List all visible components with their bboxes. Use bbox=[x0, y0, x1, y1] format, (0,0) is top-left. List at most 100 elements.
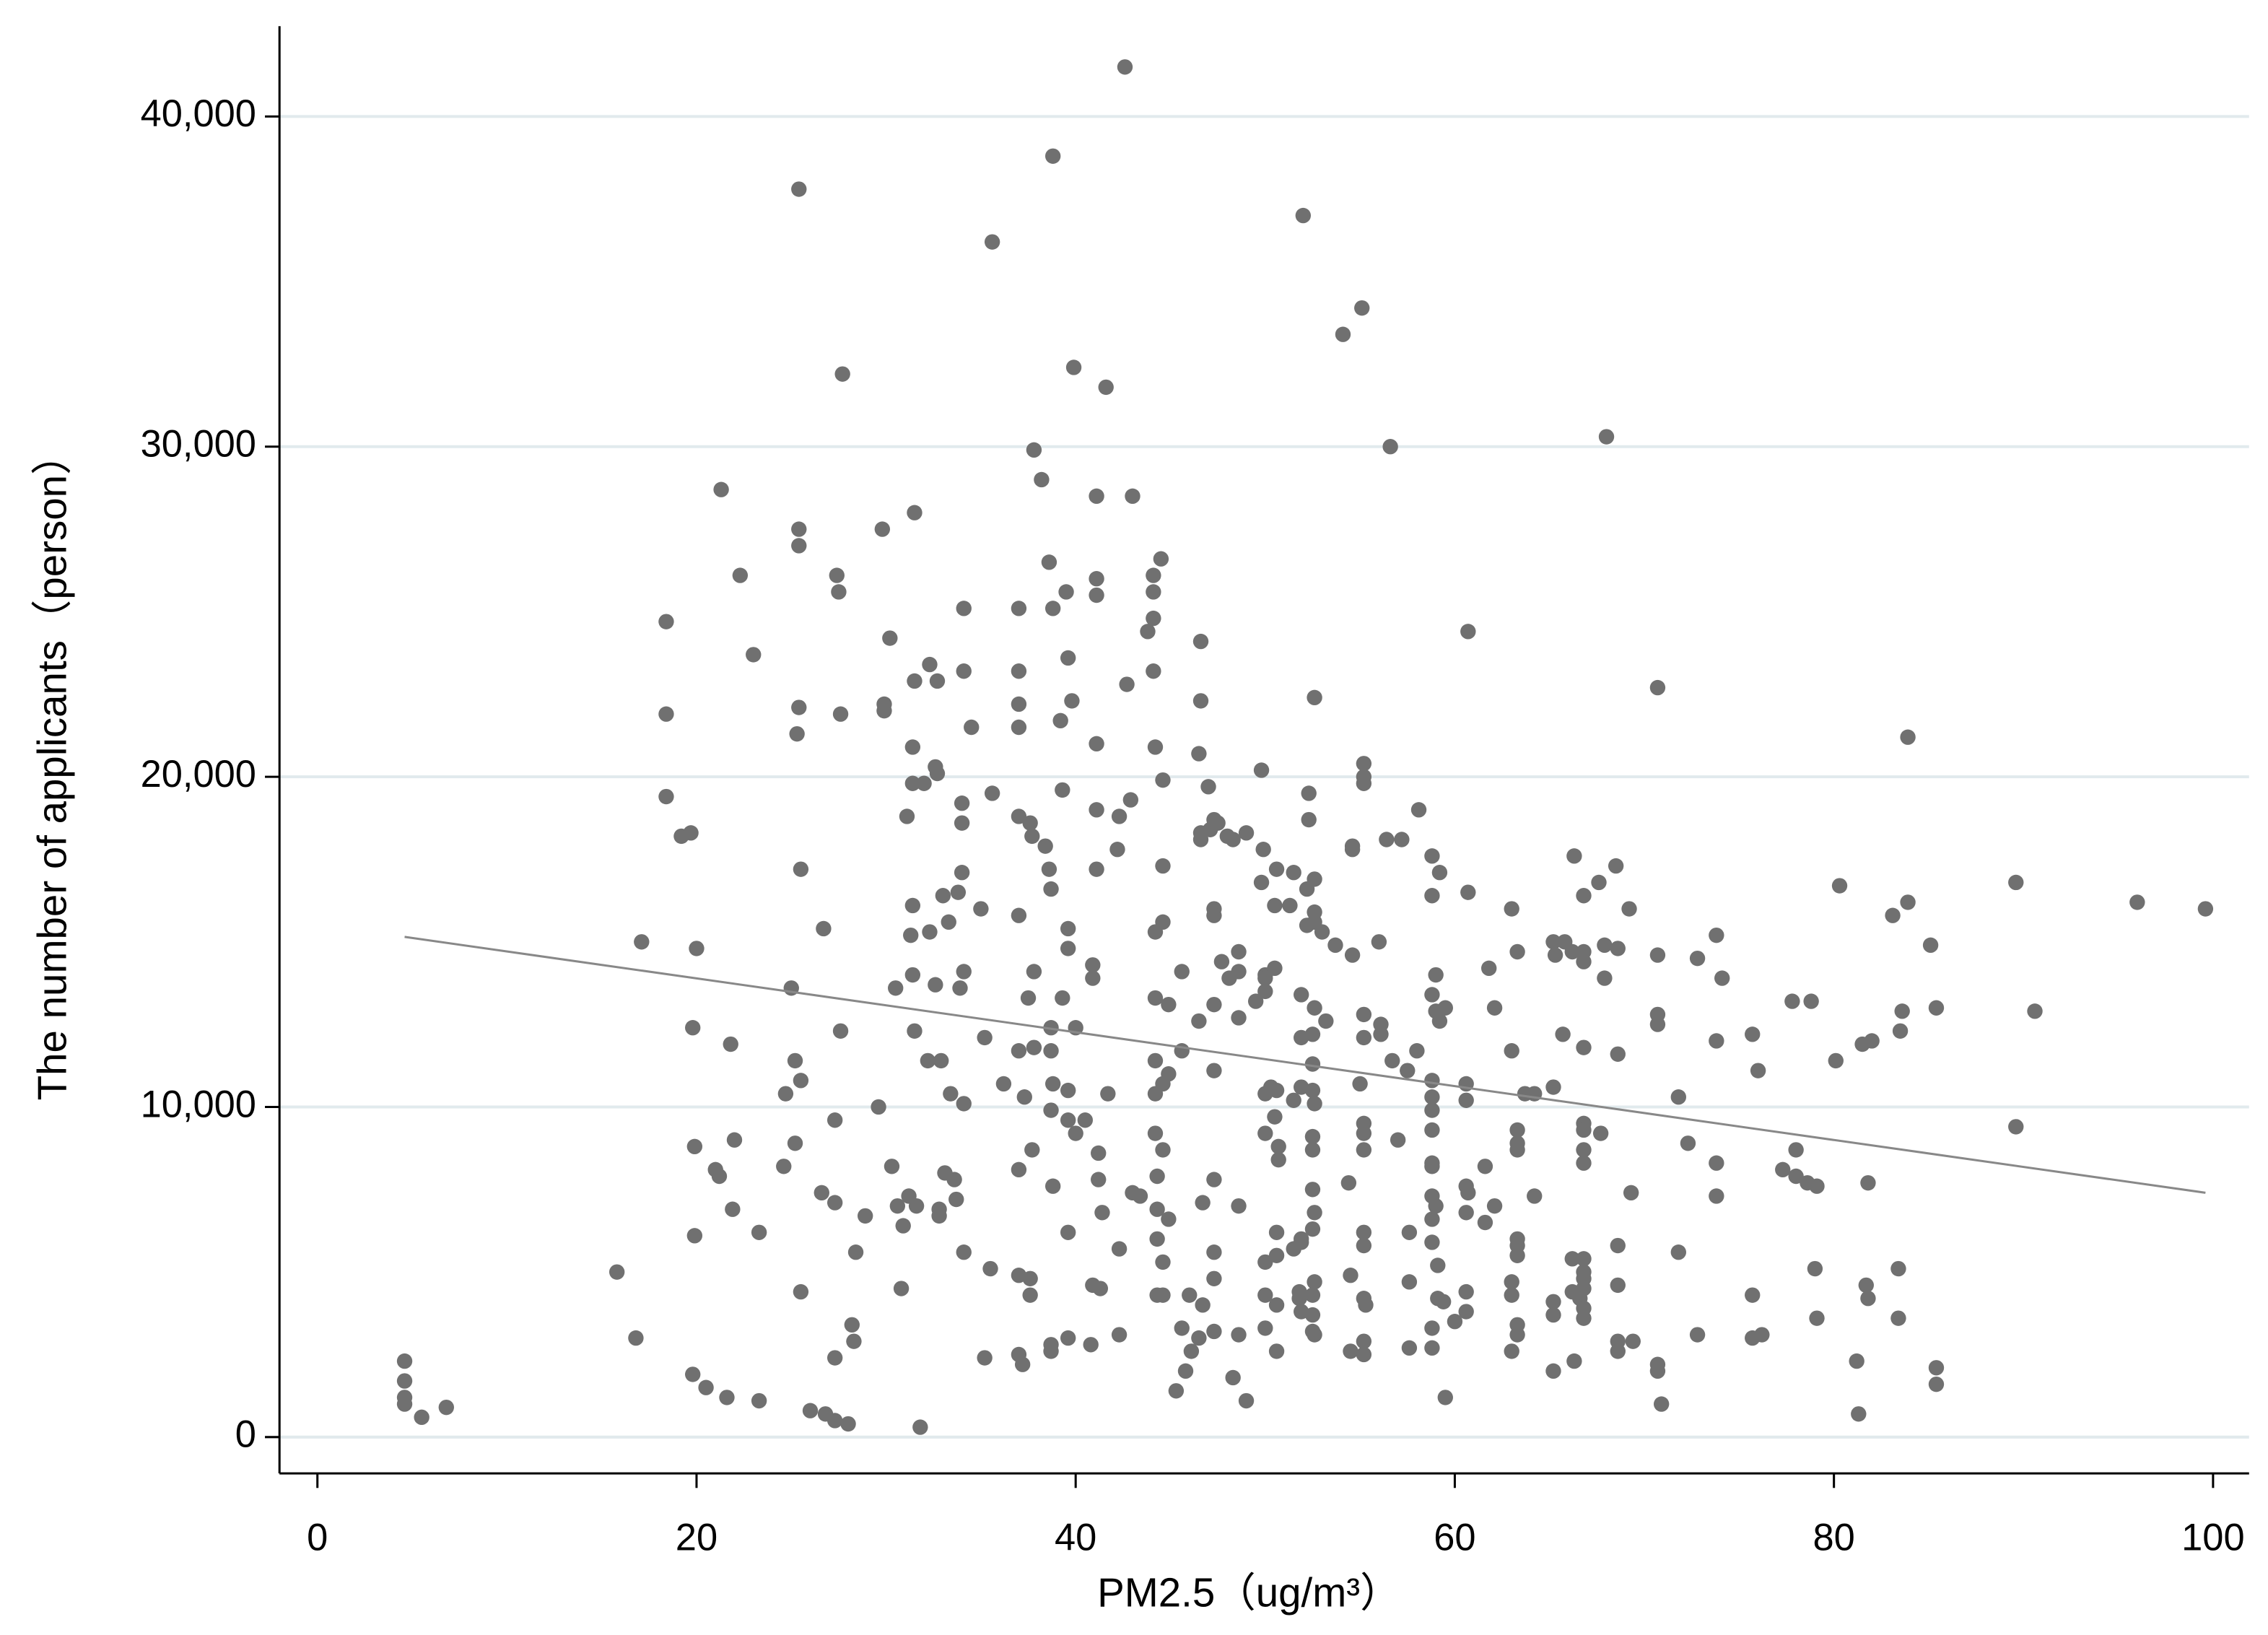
point bbox=[1591, 874, 1607, 891]
point bbox=[1545, 1294, 1561, 1309]
point bbox=[1809, 1178, 1825, 1194]
point bbox=[1231, 964, 1247, 980]
point bbox=[834, 366, 850, 382]
point bbox=[1424, 1159, 1440, 1174]
point bbox=[1458, 1092, 1474, 1108]
point bbox=[1504, 901, 1519, 917]
point bbox=[1424, 1122, 1440, 1138]
point bbox=[984, 234, 1000, 250]
point bbox=[1011, 907, 1027, 923]
point bbox=[954, 865, 970, 881]
point bbox=[1849, 1353, 1864, 1369]
point bbox=[683, 825, 699, 841]
point bbox=[1401, 1274, 1418, 1290]
point bbox=[1576, 1122, 1592, 1138]
point bbox=[776, 1159, 792, 1174]
point bbox=[1424, 848, 1440, 864]
point bbox=[1460, 884, 1476, 900]
point bbox=[1401, 1340, 1418, 1356]
point bbox=[1424, 888, 1440, 904]
point bbox=[1447, 1314, 1463, 1330]
point bbox=[1119, 676, 1135, 692]
point bbox=[1356, 775, 1372, 791]
point bbox=[685, 1020, 701, 1036]
point bbox=[1191, 1330, 1207, 1346]
point bbox=[732, 567, 749, 583]
point bbox=[1089, 587, 1104, 603]
point bbox=[396, 1396, 413, 1412]
point bbox=[935, 888, 951, 904]
point bbox=[1545, 1079, 1561, 1095]
point bbox=[1060, 1330, 1076, 1346]
point bbox=[1566, 848, 1582, 864]
point bbox=[1257, 1287, 1273, 1303]
point bbox=[1286, 1092, 1301, 1108]
point bbox=[1809, 1310, 1825, 1326]
point bbox=[1091, 1145, 1107, 1161]
point bbox=[1653, 1396, 1670, 1412]
point bbox=[929, 673, 946, 689]
point bbox=[1089, 488, 1104, 505]
point bbox=[984, 785, 1000, 801]
point bbox=[2008, 874, 2024, 891]
point bbox=[1477, 1214, 1493, 1231]
point bbox=[1307, 871, 1322, 887]
point bbox=[1623, 1185, 1639, 1201]
point bbox=[1060, 650, 1076, 666]
point bbox=[1301, 811, 1317, 828]
point bbox=[1928, 1360, 1945, 1376]
point bbox=[2027, 1003, 2043, 1019]
point bbox=[1052, 712, 1068, 729]
point bbox=[1343, 1343, 1358, 1359]
point bbox=[1253, 762, 1270, 778]
point bbox=[964, 719, 980, 736]
point bbox=[1011, 719, 1027, 736]
point bbox=[1373, 1026, 1389, 1042]
point bbox=[1147, 1052, 1164, 1069]
point bbox=[1689, 1327, 1706, 1343]
point bbox=[1161, 1211, 1177, 1227]
point bbox=[1132, 1188, 1148, 1204]
point bbox=[1085, 970, 1101, 986]
point bbox=[857, 1208, 873, 1224]
point bbox=[438, 1399, 454, 1416]
point bbox=[1055, 782, 1070, 798]
point bbox=[789, 725, 805, 742]
x-tick-label: 0 bbox=[307, 1517, 328, 1559]
point bbox=[844, 1317, 860, 1333]
point bbox=[1089, 802, 1104, 818]
point bbox=[1709, 1155, 1724, 1171]
point bbox=[1094, 1205, 1110, 1221]
point bbox=[907, 505, 923, 520]
point bbox=[628, 1330, 644, 1346]
point bbox=[711, 1168, 728, 1185]
point bbox=[1286, 865, 1301, 881]
point bbox=[1195, 1195, 1211, 1211]
point bbox=[1147, 990, 1164, 1006]
point bbox=[1011, 663, 1027, 679]
point bbox=[802, 1403, 819, 1418]
point bbox=[1268, 1224, 1285, 1240]
point bbox=[1900, 894, 1916, 910]
point bbox=[1146, 663, 1161, 679]
point bbox=[1206, 996, 1222, 1013]
point bbox=[1147, 1125, 1164, 1141]
point bbox=[1371, 934, 1387, 950]
point bbox=[726, 1132, 743, 1148]
point bbox=[1155, 772, 1171, 788]
point bbox=[1011, 1161, 1027, 1178]
point bbox=[1174, 1043, 1190, 1059]
point bbox=[1060, 1112, 1076, 1128]
point bbox=[1022, 1287, 1038, 1303]
point bbox=[929, 765, 946, 782]
fit-line bbox=[404, 936, 2206, 1194]
point bbox=[1410, 802, 1427, 818]
point bbox=[1206, 1063, 1222, 1078]
point bbox=[791, 181, 807, 197]
point bbox=[1034, 471, 1050, 488]
point bbox=[1111, 1327, 1128, 1343]
point bbox=[1111, 1241, 1128, 1257]
point bbox=[1458, 1283, 1474, 1300]
point bbox=[840, 1416, 856, 1432]
point bbox=[1213, 954, 1230, 969]
